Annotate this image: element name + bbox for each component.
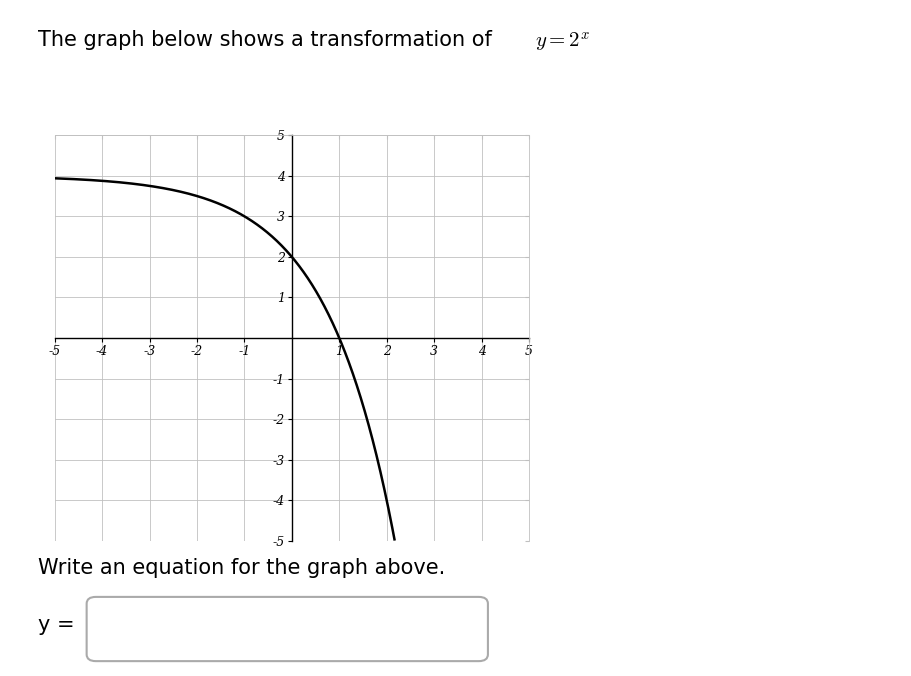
Text: $y = 2^x$: $y = 2^x$ bbox=[535, 30, 589, 54]
Text: y =: y = bbox=[38, 615, 75, 635]
Text: Write an equation for the graph above.: Write an equation for the graph above. bbox=[38, 558, 445, 578]
Text: The graph below shows a transformation of: The graph below shows a transformation o… bbox=[38, 30, 498, 51]
